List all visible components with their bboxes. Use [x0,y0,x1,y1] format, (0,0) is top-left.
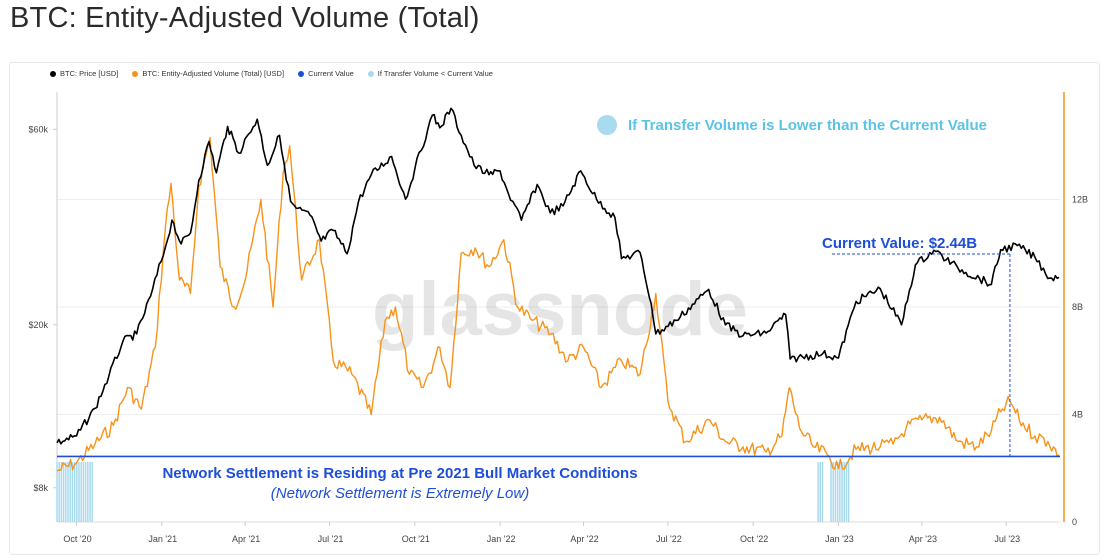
y-right-tick-label: 0 [1072,517,1077,527]
legend-item-current-value[interactable]: Current Value [298,69,354,78]
low-volume-region [817,462,824,522]
low-volume-region [56,462,93,522]
legend-dot-volume [132,70,139,77]
legend-label-price: BTC: Price [USD] [60,69,119,78]
legend-label-low-volume: If Transfer Volume < Current Value [377,69,493,78]
y-right-tick-label: 8B [1072,302,1083,312]
y-left-tick-label: $20k [28,320,48,330]
watermark: glassnode [372,267,748,352]
x-tick-label: Jul '23 [994,534,1020,544]
page-title: BTC: Entity-Adjusted Volume (Total) [10,2,480,34]
legend-item-volume[interactable]: BTC: Entity-Adjusted Volume (Total) [USD… [132,69,284,78]
x-tick-label: Apr '21 [232,534,260,544]
legend-item-low-volume[interactable]: If Transfer Volume < Current Value [367,69,493,78]
legend-item-price[interactable]: BTC: Price [USD] [50,69,118,78]
series-line-volume [56,137,1060,472]
x-tick-label: Oct '21 [402,534,430,544]
x-tick-label: Jan '21 [148,534,177,544]
x-tick-label: Oct '20 [63,534,91,544]
x-tick-label: Jan '23 [825,534,854,544]
legend-dot-low-volume [367,70,374,77]
x-tick-label: Apr '22 [570,534,598,544]
legend-dot-price [50,70,56,77]
y-right-tick-label: 4B [1072,410,1083,420]
highlight-note-dot [597,115,617,135]
settlement-annotation-1: Network Settlement is Residing at Pre 20… [162,465,637,482]
x-tick-label: Jul '22 [656,534,682,544]
low-volume-region [830,462,850,522]
y-left-tick-label: $60k [28,124,48,134]
legend-dot-current-value [298,70,305,77]
y-right-tick-label: 12B [1072,195,1088,205]
x-tick-label: Jan '22 [487,534,516,544]
settlement-annotation-2: (Network Settlement is Extremely Low) [271,485,529,502]
series-line-price [56,107,1060,445]
legend-label-volume: BTC: Entity-Adjusted Volume (Total) [USD… [142,69,285,78]
x-tick-label: Oct '22 [740,534,768,544]
legend-label-current-value: Current Value [308,69,354,78]
highlight-note: If Transfer Volume is Lower than the Cur… [628,117,987,134]
current-value-label: Current Value: $2.44B [822,235,977,252]
x-tick-label: Jul '21 [318,534,344,544]
chart-container [9,62,1100,555]
x-tick-label: Apr '23 [909,534,937,544]
y-left-tick-label: $8k [33,483,48,493]
legend: BTC: Price [USD] BTC: Entity-Adjusted Vo… [50,69,493,78]
